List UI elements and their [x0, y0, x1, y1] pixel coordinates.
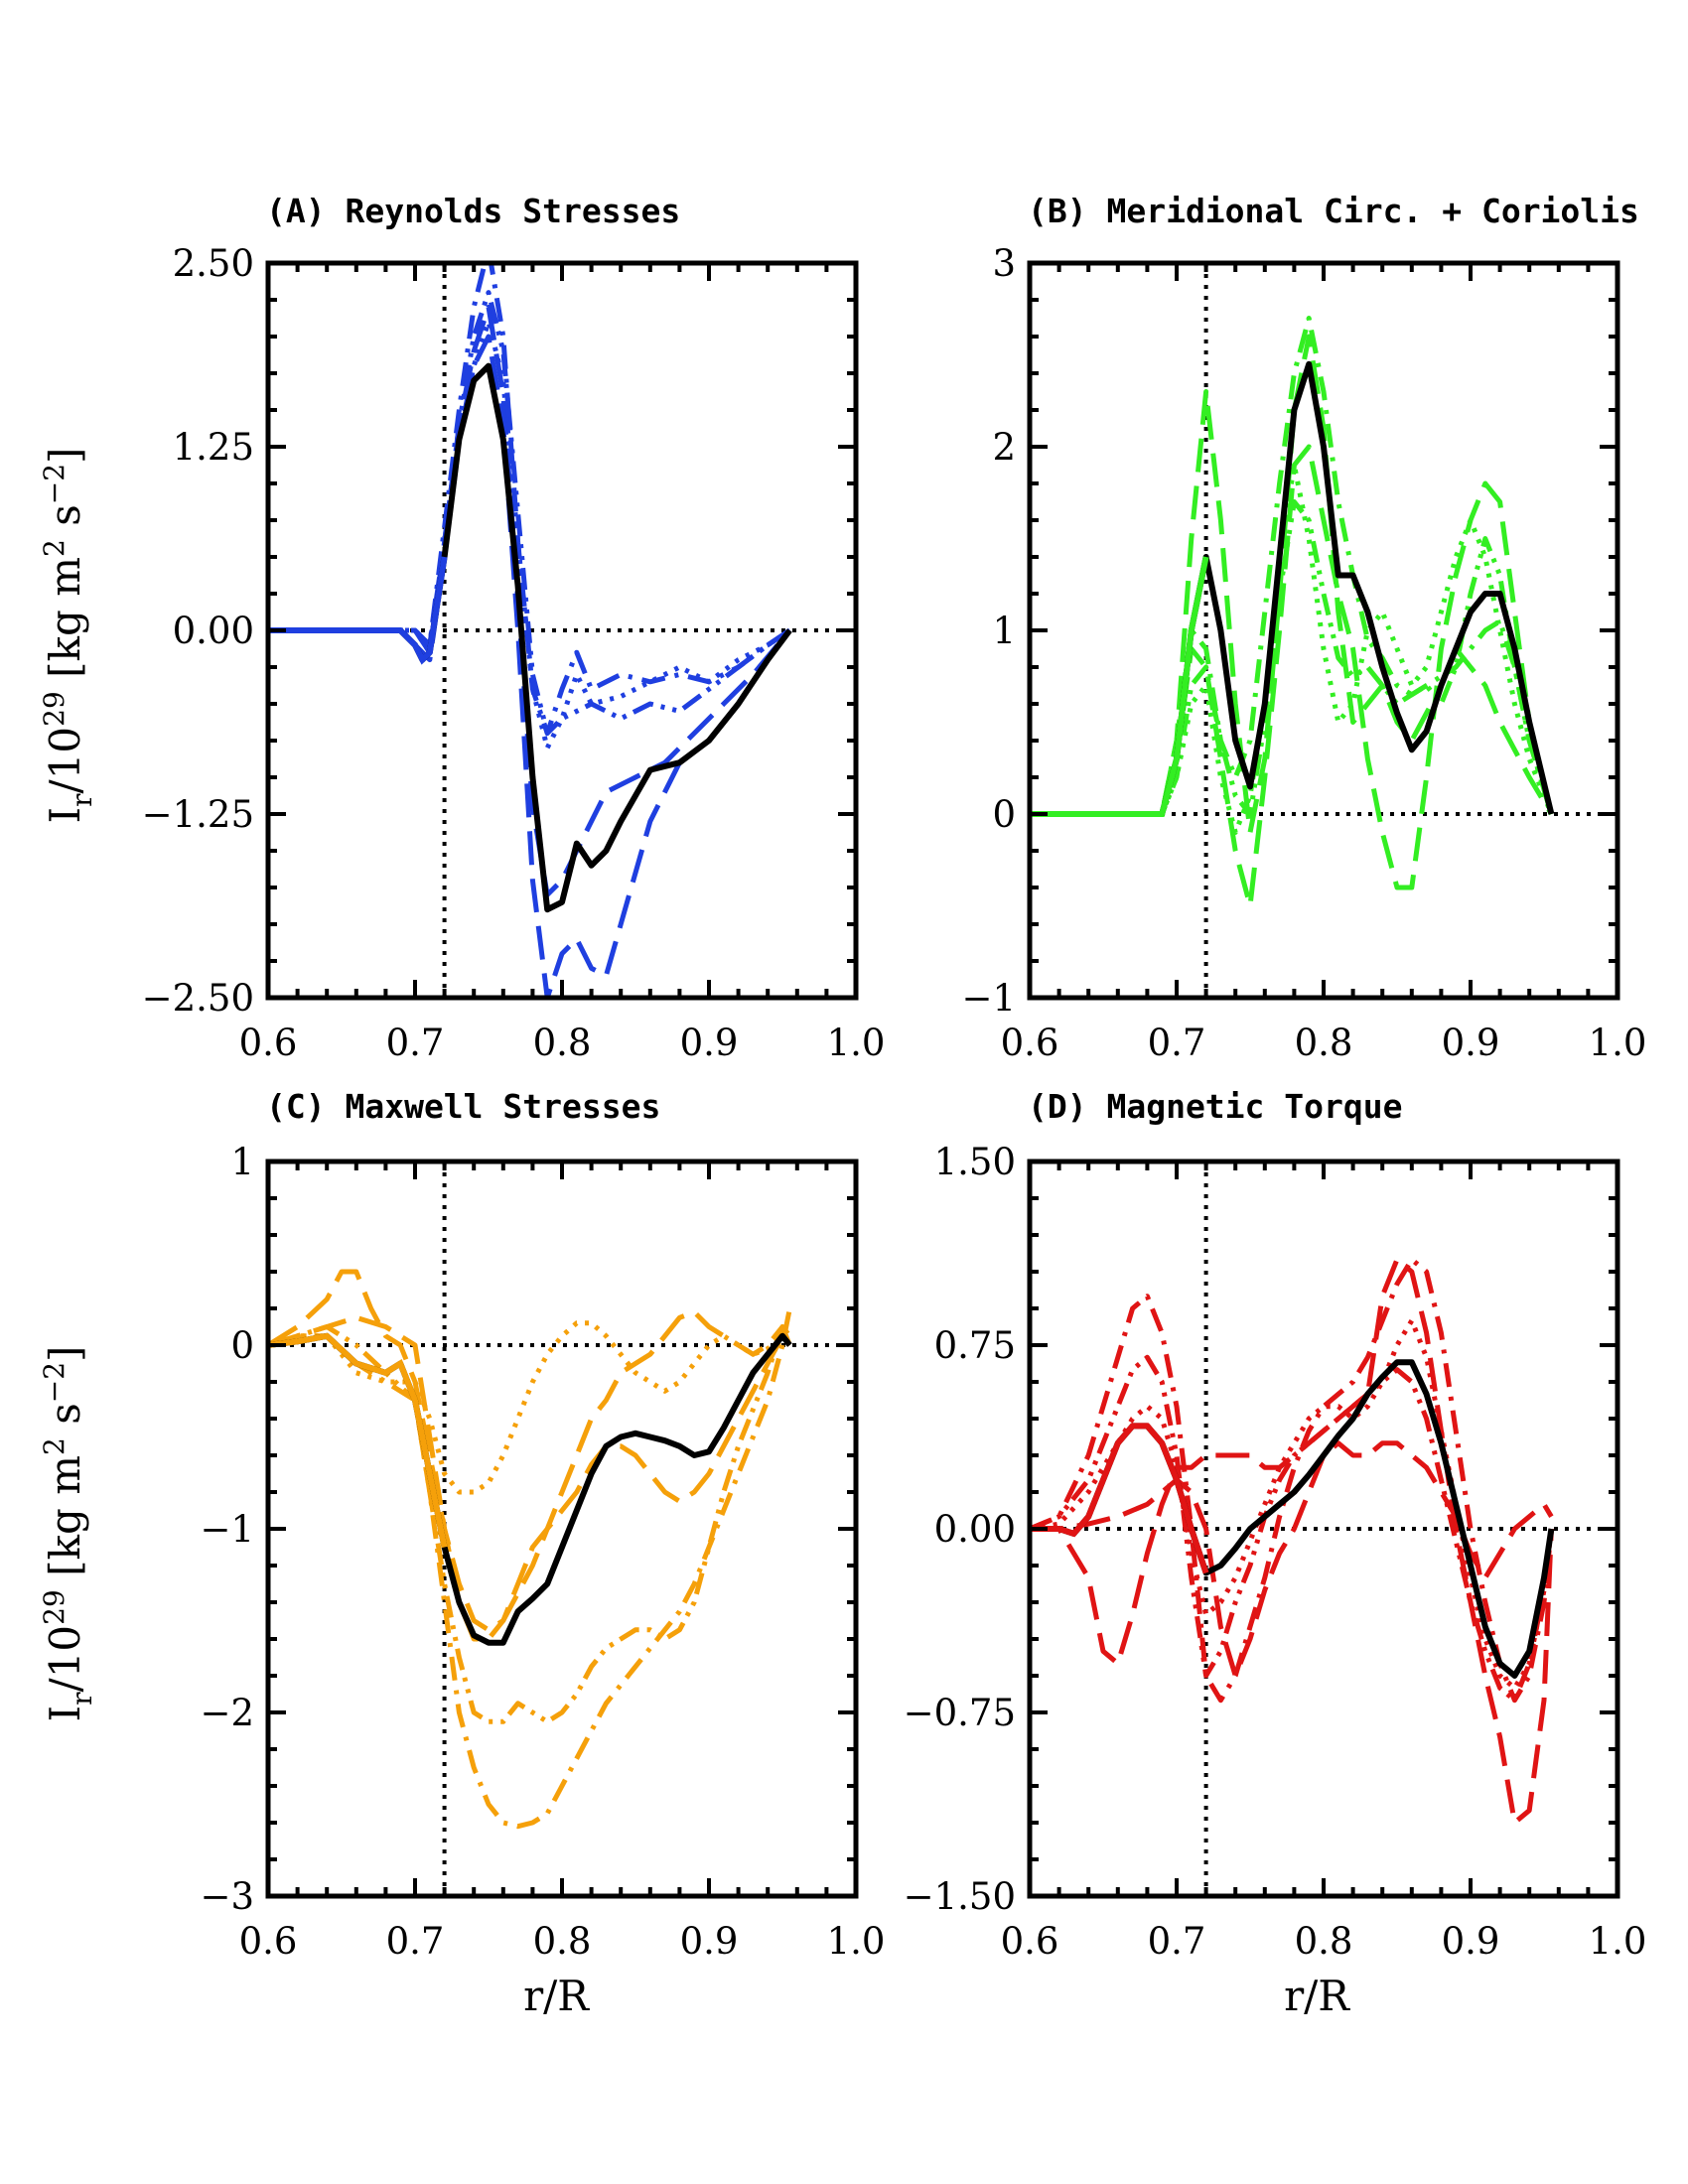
y-tick-label: −2 — [200, 1692, 254, 1734]
series-dashdotdot-line — [1030, 499, 1554, 817]
plot-frame — [1027, 260, 1620, 1001]
y-tick-label: 3 — [992, 242, 1016, 285]
y-tick-label: 0.00 — [934, 1508, 1016, 1551]
series-dash-line — [1030, 444, 1554, 908]
series-dashdotdot-line — [268, 290, 791, 737]
panel-c-plot: 0.6 0.7 0.8 0.9 1.0 −3 −2 −1 0 1 — [200, 1141, 885, 1963]
y-tick-label: 2 — [992, 426, 1016, 469]
x-tick-label: 0.8 — [533, 1920, 592, 1963]
y-axis-label-top: Ir/1029 [kg m2 s−2] — [38, 448, 98, 824]
x-tick-label: 0.6 — [1001, 1022, 1059, 1064]
x-tick-label: 1.0 — [1589, 1022, 1647, 1064]
x-tick-label: 1.0 — [1589, 1920, 1647, 1963]
x-tick-label: 0.9 — [1442, 1920, 1500, 1963]
series-dashdotdot-line — [1030, 1354, 1554, 1704]
y-tick-label: 1 — [230, 1141, 254, 1183]
x-tick-label: 0.6 — [239, 1022, 298, 1064]
x-tick-label: 0.7 — [386, 1920, 445, 1963]
x-tick-label: 1.0 — [827, 1022, 886, 1064]
series-dashdot-line — [268, 263, 791, 737]
x-tick-label: 1.0 — [827, 1920, 886, 1963]
x-axis-label-left: r/R — [523, 1972, 590, 2020]
series-dash-line — [1030, 1257, 1554, 1826]
y-tick-label: 1.25 — [173, 426, 254, 469]
y-tick-label: −1 — [961, 977, 1016, 1020]
y-axis-label-bottom: Ir/1029 [kg m2 s−2] — [38, 1346, 98, 1722]
x-tick-label: 0.9 — [680, 1022, 739, 1064]
series-mean-inner-line — [268, 1332, 448, 1549]
y-tick-label: −1.25 — [142, 793, 254, 836]
y-tick-label: 0 — [230, 1324, 254, 1367]
panel-c-title: (C) Maxwell Stresses — [266, 1087, 660, 1126]
series-dot-line — [268, 319, 791, 751]
series-dashdotdot-line — [268, 1324, 792, 1724]
y-tick-label: −2.50 — [142, 977, 254, 1020]
x-tick-label: 0.8 — [1295, 1022, 1353, 1064]
series-dash-line — [1030, 334, 1554, 835]
panel-d: (D) Magnetic Torque 0.6 0.7 0.8 0.9 1.0 −1.50… — [904, 1087, 1647, 1963]
x-tick-label: 0.6 — [1001, 1920, 1059, 1963]
y-tick-label: 2.50 — [173, 242, 254, 285]
y-tick-label: −0.75 — [904, 1692, 1016, 1734]
x-tick-label: 0.8 — [1295, 1920, 1353, 1963]
panel-a-plot: 0.6 0.7 0.8 0.9 1.0 −2.50 −1.25 0.00 1.25 2.50 — [142, 242, 886, 1064]
y-tick-label: 0 — [992, 793, 1016, 836]
y-tick-label: 1.50 — [934, 1141, 1016, 1183]
series-mean-line — [268, 1332, 792, 1646]
series-dot-line — [1030, 1317, 1554, 1691]
panel-a-title: (A) Reynolds Stresses — [266, 192, 680, 230]
panel-d-plot: 0.6 0.7 0.8 0.9 1.0 −1.50 −0.75 0.00 0.75 1.50 — [904, 1141, 1647, 1963]
panel-b-title: (B) Meridional Circ. + Coriolis — [1028, 192, 1639, 230]
panel-d-title: (D) Magnetic Torque — [1028, 1087, 1403, 1126]
series-dash-line — [1030, 1440, 1554, 1679]
x-tick-label: 0.9 — [680, 1920, 739, 1963]
x-tick-label: 0.7 — [386, 1022, 445, 1064]
series-mean-inner-line — [1030, 556, 1209, 817]
series-dot-line — [268, 1320, 792, 1495]
panel-b-plot: 0.6 0.7 0.8 0.9 1.0 −1 0 1 2 3 — [961, 242, 1646, 1064]
x-tick-label: 0.7 — [1148, 1022, 1206, 1064]
x-tick-label: 0.9 — [1442, 1022, 1500, 1064]
y-tick-label: 1 — [992, 610, 1016, 652]
y-tick-label: −1.50 — [904, 1875, 1016, 1918]
series-mean-inner-line — [268, 556, 448, 665]
panel-b: (B) Meridional Circ. + Coriolis 0.6 0.7 0.… — [961, 192, 1646, 1064]
panel-c: (C) Maxwell Stresses 0.6 0.7 0.8 0.9 1.0 −3 −2… — [200, 1087, 885, 1963]
series-mean-line — [1030, 360, 1555, 817]
y-tick-label: 0.75 — [934, 1324, 1016, 1367]
x-tick-label: 0.7 — [1148, 1920, 1206, 1963]
y-tick-label: 0.00 — [173, 610, 254, 652]
x-axis-label-right: r/R — [1284, 1972, 1350, 2020]
y-tick-label: −3 — [200, 1875, 254, 1918]
panel-a: (A) Reynolds Stresses 0.6 0.7 0.8 0.9 1.0 −2.… — [142, 192, 886, 1064]
series-dashdot-line — [1030, 316, 1554, 817]
series-dash-line — [268, 1314, 792, 1642]
series-mean-inner-line — [1030, 1423, 1209, 1574]
y-tick-label: −1 — [200, 1508, 254, 1551]
x-tick-label: 0.8 — [533, 1022, 592, 1064]
x-tick-label: 0.6 — [239, 1920, 298, 1963]
series-dashdot-line — [1030, 1257, 1554, 1704]
